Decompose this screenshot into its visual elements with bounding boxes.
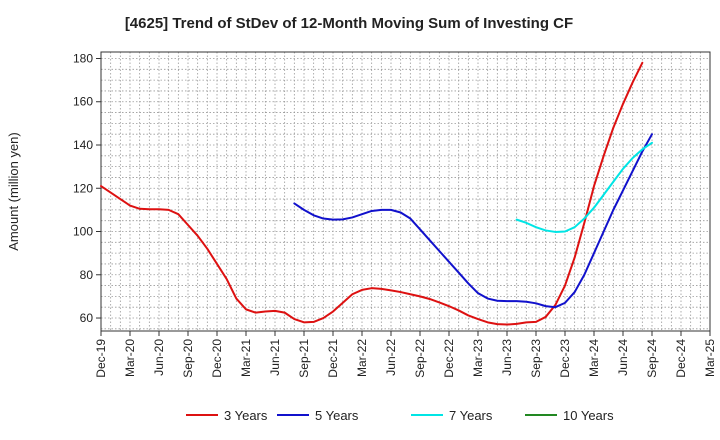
legend-item: 10 Years bbox=[525, 408, 614, 423]
x-tick-label: Mar-21 bbox=[239, 339, 253, 377]
x-axis: Dec-19 Mar-20 Jun-20 Sep-20 Dec-20 Mar-21 Jun-… bbox=[94, 331, 717, 378]
x-tick-label: Jun-21 bbox=[268, 339, 282, 376]
y-tick-label: 180 bbox=[73, 51, 93, 65]
x-tick-label: Sep-20 bbox=[181, 339, 195, 378]
y-axis: 60 80 100 120 140 160 180 bbox=[73, 51, 101, 325]
y-tick-label: 140 bbox=[73, 138, 93, 152]
x-tick-label: Dec-23 bbox=[558, 339, 572, 378]
x-tick-label: Dec-24 bbox=[674, 339, 688, 378]
x-tick-label: Mar-20 bbox=[123, 339, 137, 377]
legend-label: 10 Years bbox=[563, 408, 614, 423]
plot-frame bbox=[100, 51, 711, 332]
x-tick-label: Jun-20 bbox=[152, 339, 166, 376]
legend-item: 5 Years bbox=[277, 408, 359, 423]
legend-label: 5 Years bbox=[315, 408, 359, 423]
x-tick-label: Jun-22 bbox=[384, 339, 398, 376]
series-line-7-years bbox=[515, 141, 653, 233]
y-tick-label: 160 bbox=[73, 95, 93, 109]
legend-item: 3 Years bbox=[186, 408, 268, 423]
x-tick-label: Mar-24 bbox=[587, 339, 601, 377]
series-group bbox=[100, 61, 653, 326]
legend-label: 7 Years bbox=[449, 408, 493, 423]
x-tick-label: Sep-24 bbox=[645, 339, 659, 378]
y-tick-label: 120 bbox=[73, 181, 93, 195]
x-tick-label: Dec-21 bbox=[326, 339, 340, 378]
series-line-3-years bbox=[100, 61, 644, 326]
y-tick-label: 100 bbox=[73, 225, 93, 239]
chart-title: [4625] Trend of StDev of 12-Month Moving… bbox=[125, 15, 573, 32]
x-tick-label: Dec-20 bbox=[210, 339, 224, 378]
legend-item: 7 Years bbox=[411, 408, 493, 423]
series-line-5-years bbox=[293, 133, 653, 309]
x-tick-label: Sep-21 bbox=[297, 339, 311, 378]
legend-label: 3 Years bbox=[224, 408, 268, 423]
x-tick-label: Sep-22 bbox=[413, 339, 427, 378]
y-axis-label: Amount (million yen) bbox=[6, 132, 21, 251]
x-tick-label: Jun-24 bbox=[616, 339, 630, 376]
x-tick-label: Mar-25 bbox=[703, 339, 717, 377]
x-tick-label: Dec-19 bbox=[94, 339, 108, 378]
x-tick-label: Jun-23 bbox=[500, 339, 514, 376]
x-tick-label: Sep-23 bbox=[529, 339, 543, 378]
x-tick-label: Mar-23 bbox=[471, 339, 485, 377]
y-tick-label: 80 bbox=[80, 268, 94, 282]
x-tick-label: Mar-22 bbox=[355, 339, 369, 377]
legend: 3 Years 5 Years 7 Years 10 Years bbox=[186, 408, 614, 423]
y-tick-label: 60 bbox=[80, 311, 94, 325]
x-tick-label: Dec-22 bbox=[442, 339, 456, 378]
grid bbox=[101, 52, 710, 331]
